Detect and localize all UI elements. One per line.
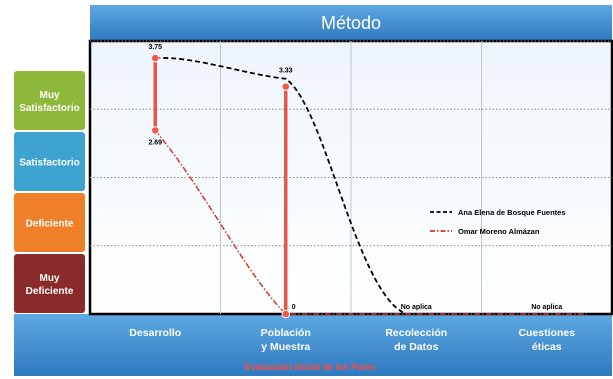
data-label: 0 — [292, 304, 296, 311]
x-tick-label: Población y Muestra — [261, 327, 311, 353]
chart-title: Método — [321, 13, 381, 33]
y-axis-bands: Muy Deficiente Deficiente Satisfactorio Muy S… — [14, 71, 85, 313]
data-labels: 3.75 2.69 3.33 0 No aplica No aplica — [148, 44, 562, 311]
title-bar — [90, 5, 612, 40]
x-axis-label: Evaluación Inicial de los Pares — [244, 362, 375, 372]
y-band-label: Satisfactorio — [19, 158, 80, 169]
x-axis-labels: Desarrollo Población y Muestra Recolección d… — [129, 327, 575, 353]
x-tick-label: Cuestiones éticas — [518, 327, 575, 353]
y-band-label: Deficiente — [26, 219, 74, 230]
series-layer — [150, 53, 587, 319]
legend-entry: Ana Elena de Bosque Fuentes — [458, 208, 566, 217]
y-band-label: Muy Satisfactorio — [19, 90, 80, 114]
data-label: 3.75 — [148, 44, 162, 51]
y-band — [14, 254, 85, 313]
x-tick-label: Recolección de Datos — [385, 327, 447, 353]
data-point — [281, 82, 291, 92]
series-line — [155, 57, 587, 315]
legend: Ana Elena de Bosque Fuentes Omar Moreno A… — [430, 208, 566, 236]
gridlines — [90, 40, 612, 314]
bottom-bar — [14, 314, 612, 376]
series-line — [154, 129, 587, 315]
data-label: 2.69 — [148, 139, 162, 146]
y-band — [14, 71, 85, 130]
legend-entry: Omar Moreno Almázan — [458, 227, 540, 236]
y-band — [14, 132, 85, 191]
data-label: 3.33 — [279, 68, 293, 75]
data-label: No aplica — [531, 304, 562, 311]
data-point — [150, 126, 160, 135]
y-band-label: Muy Deficiente — [26, 273, 74, 297]
data-label: No aplica — [401, 304, 432, 311]
x-tick-label: Desarrollo — [129, 327, 181, 339]
y-band — [14, 193, 85, 252]
data-point — [150, 53, 160, 63]
data-point — [281, 309, 291, 319]
